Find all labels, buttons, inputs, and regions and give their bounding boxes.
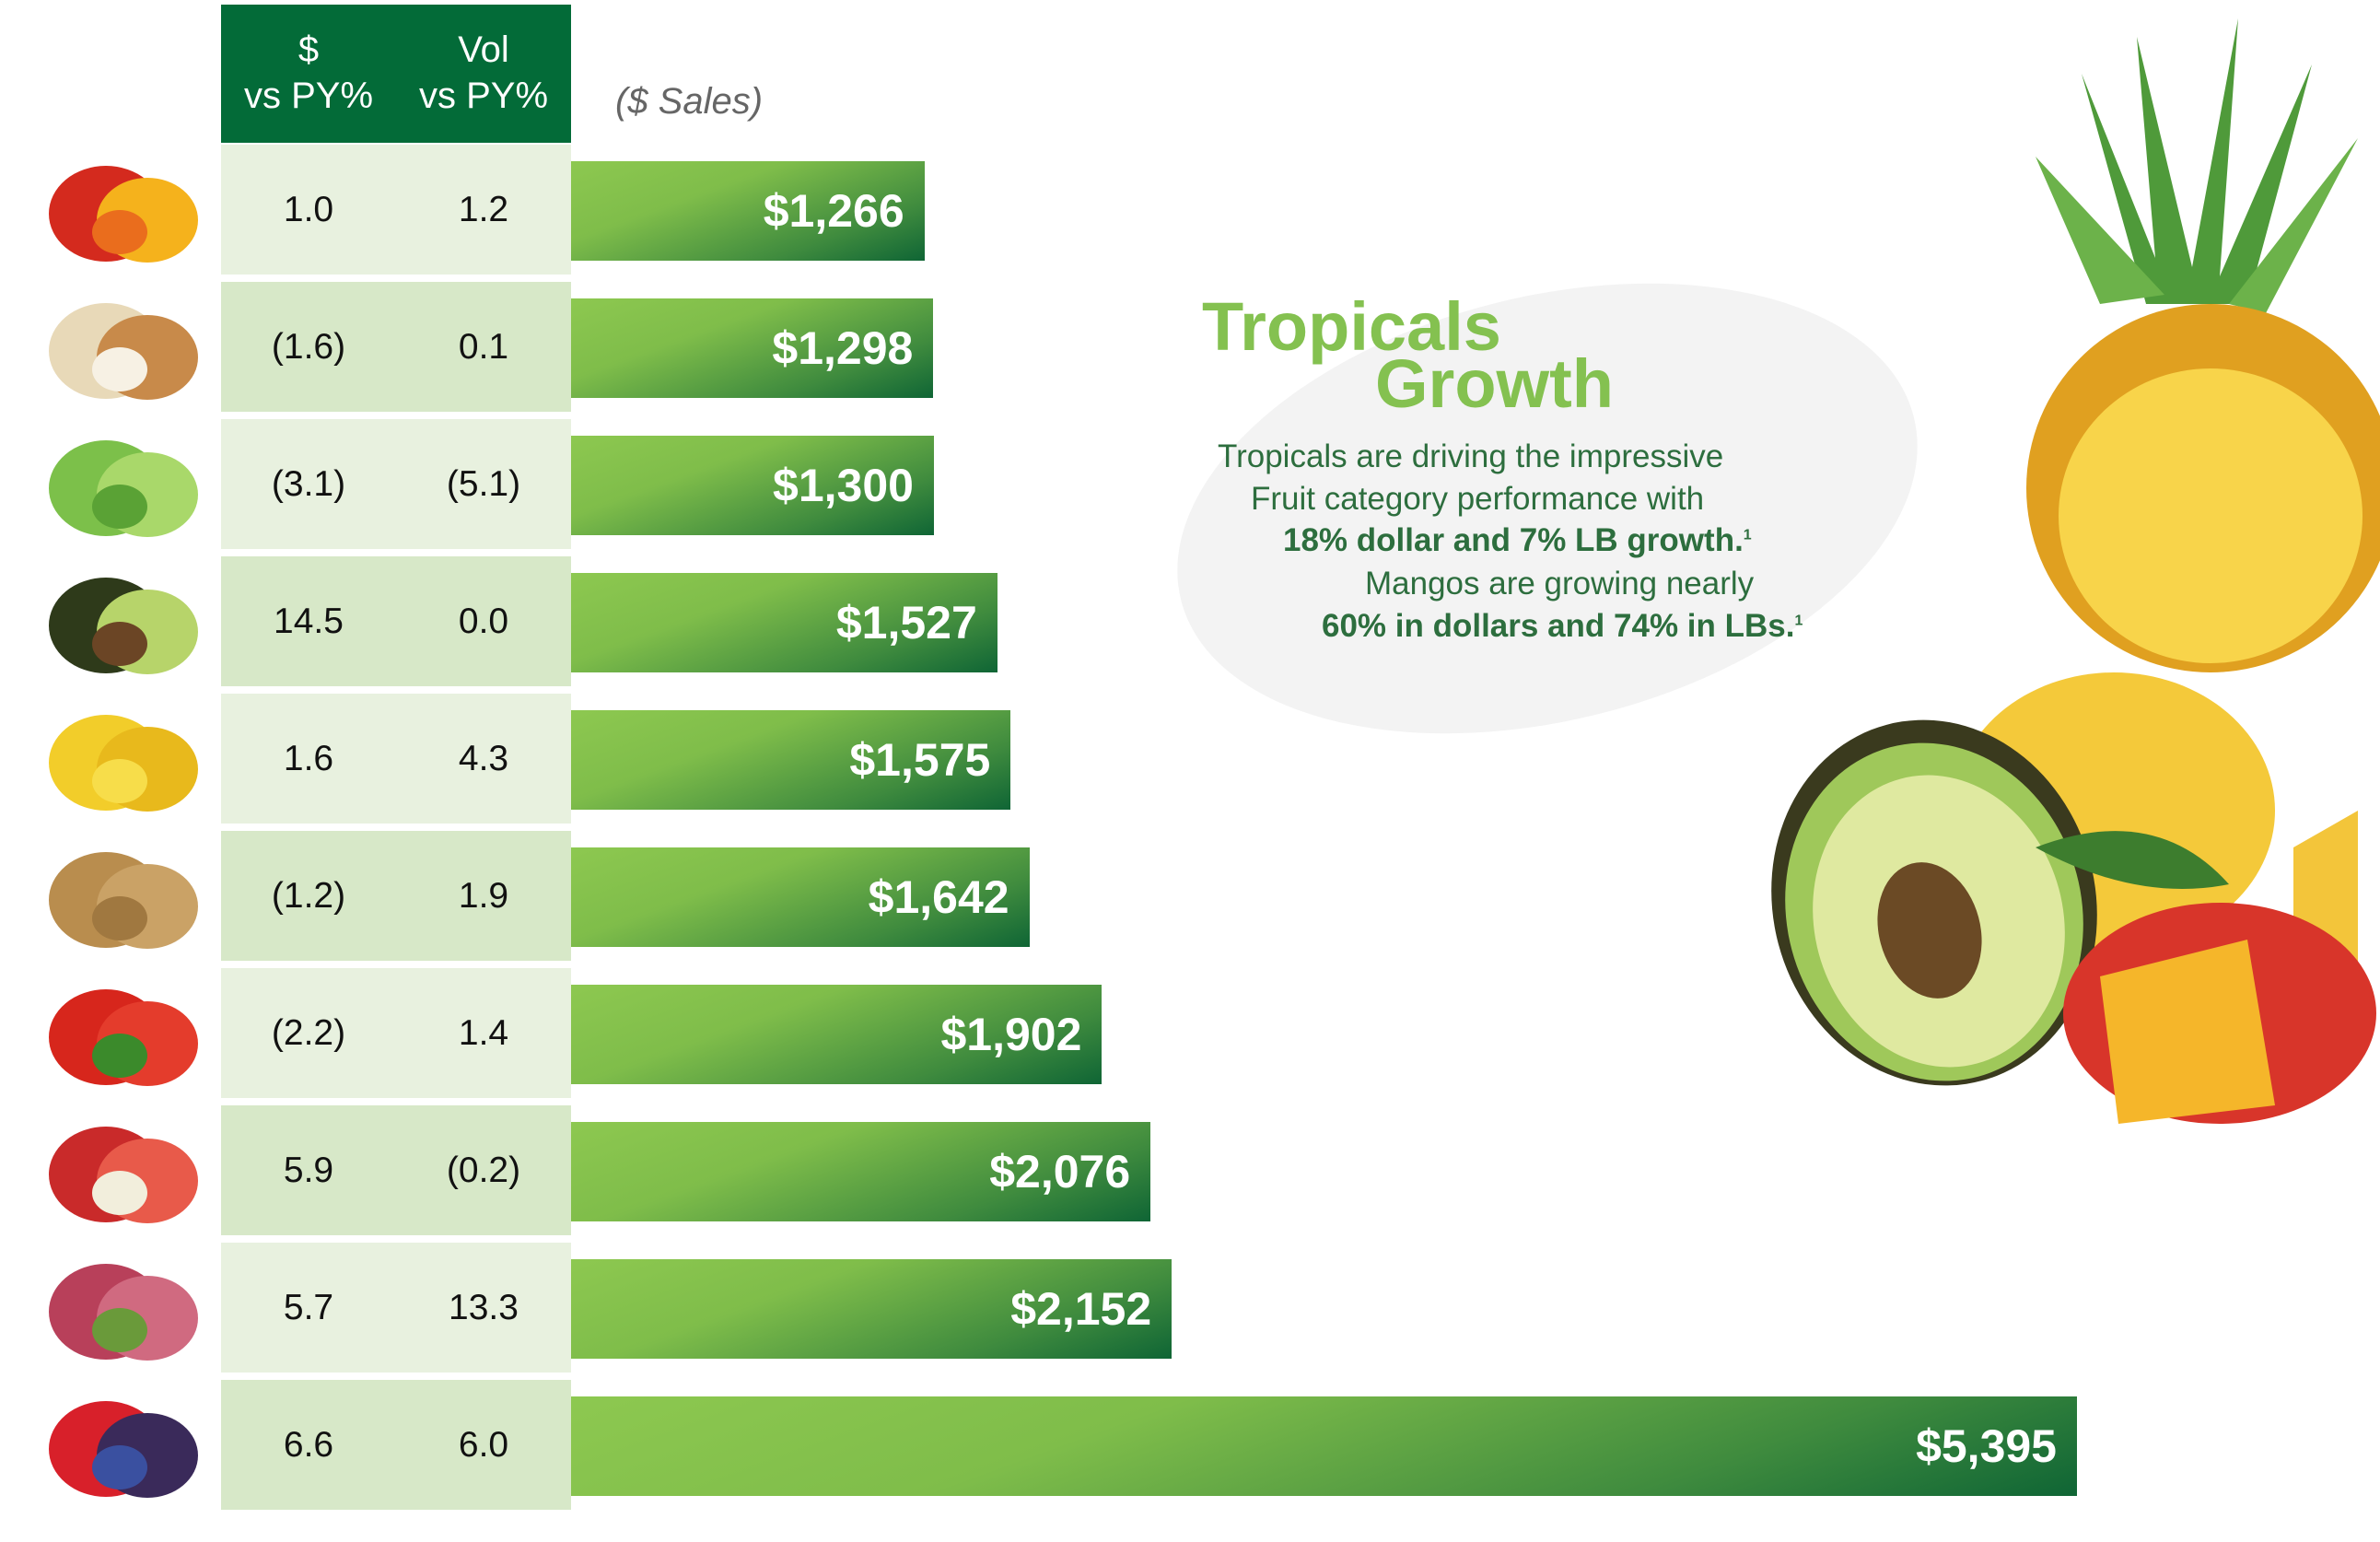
table-row: (1.2) 1.9 — [221, 831, 571, 961]
apple-icon — [49, 1127, 198, 1223]
dollar-vs-py-value: 5.7 — [283, 1288, 334, 1327]
berries-icon — [49, 1401, 198, 1498]
dollar-vs-py-value: (2.2) — [271, 1013, 346, 1053]
sales-bar: $2,076 — [571, 1122, 1151, 1221]
sales-bar-label: $1,266 — [763, 185, 904, 237]
tropical-fruits-image — [1771, 18, 2380, 1124]
dollar-vs-py-value: (1.6) — [271, 327, 346, 367]
table-header: $ vs PY% Vol vs PY% — [221, 5, 571, 143]
table-row: 1.0 1.2 — [221, 145, 571, 275]
header-dollar-line1: $ — [298, 29, 320, 70]
grapes-icon — [49, 1264, 198, 1361]
sales-bar-label: $1,298 — [772, 322, 914, 374]
header-vol-line1: Vol — [458, 29, 509, 70]
callout-line3: 18% dollar and 7% LB growth.1 — [1283, 522, 1752, 559]
callout-line2: Fruit category performance with — [1251, 481, 1705, 517]
sales-bar: $1,642 — [571, 847, 1030, 947]
callout-title-line1: Tropicals — [1202, 288, 1501, 365]
vol-vs-py-value: (5.1) — [446, 464, 521, 504]
table-row: 1.6 4.3 — [221, 694, 571, 824]
table-row: (3.1) (5.1) — [221, 419, 571, 549]
sales-bar-label: $1,642 — [868, 871, 1009, 923]
table-row: 5.9 (0.2) — [221, 1105, 571, 1235]
vol-vs-py-value: 6.0 — [458, 1425, 509, 1465]
dollar-vs-py-value: (1.2) — [271, 876, 346, 916]
sales-bar: $1,266 — [571, 161, 925, 261]
vol-vs-py-value: 1.4 — [458, 1013, 509, 1053]
dollar-vs-py-value: 6.6 — [283, 1425, 334, 1465]
dollar-vs-py-value: 1.6 — [283, 739, 334, 778]
footnote-marker: 1 — [1743, 527, 1752, 543]
header-vol-vs-py: Vol vs PY% — [396, 27, 571, 119]
table-row: (1.6) 0.1 — [221, 282, 571, 412]
tomato-icon — [49, 989, 198, 1086]
peppers-icon — [49, 166, 198, 263]
dollar-vs-py-value: 14.5 — [274, 602, 344, 641]
vol-vs-py-value: 1.2 — [458, 190, 509, 229]
callout-line5-text: 60% in dollars and 74% in LBs. — [1322, 608, 1795, 644]
footnote-marker: 1 — [1794, 613, 1803, 629]
sales-bar: $1,527 — [571, 573, 998, 672]
vol-vs-py-value: 4.3 — [458, 739, 509, 778]
potatoes-icon — [49, 852, 198, 949]
sales-bar-label: $1,527 — [835, 597, 977, 648]
sales-bar: $1,300 — [571, 436, 934, 535]
sales-bar: $2,152 — [571, 1259, 1172, 1359]
callout-line3-text: 18% dollar and 7% LB growth. — [1283, 522, 1744, 558]
leaf-icon — [2036, 831, 2229, 889]
onion-icon — [49, 303, 198, 400]
callout-line1: Tropicals are driving the impressive — [1218, 438, 1724, 474]
sales-bar-label: $2,152 — [1010, 1283, 1152, 1335]
callout-line4: Mangos are growing nearly — [1365, 566, 1755, 602]
header-vol-line2: vs PY% — [418, 76, 549, 116]
table-row: 14.5 0.0 — [221, 556, 571, 686]
lettuce-icon — [49, 440, 198, 537]
header-dollar-vs-py: $ vs PY% — [221, 27, 396, 119]
sales-bar-label: $2,076 — [989, 1146, 1131, 1197]
table-row: 5.7 13.3 — [221, 1243, 571, 1373]
vol-vs-py-value: (0.2) — [446, 1151, 521, 1190]
dollar-vs-py-value: (3.1) — [271, 464, 346, 504]
sales-unit-label: ($ Sales) — [615, 81, 764, 122]
header-dollar-line2: vs PY% — [243, 76, 374, 116]
sales-bar: $1,902 — [571, 985, 1102, 1084]
sales-bar: $1,575 — [571, 710, 1011, 810]
sales-bar-label: $1,575 — [849, 734, 991, 786]
sales-bar-label: $1,300 — [773, 460, 914, 511]
pineapple-crown-icon — [2036, 18, 2358, 313]
vol-vs-py-value: 1.9 — [458, 876, 509, 916]
vol-vs-py-value: 0.0 — [458, 602, 509, 641]
dollar-vs-py-value: 5.9 — [283, 1151, 334, 1190]
table-row: 6.6 6.0 — [221, 1380, 571, 1510]
vol-vs-py-value: 13.3 — [449, 1288, 519, 1327]
sales-bar: $5,395 — [571, 1396, 2077, 1496]
avocado-icon — [49, 578, 198, 674]
table-row: (2.2) 1.4 — [221, 968, 571, 1098]
callout-title-line2: Growth — [1375, 345, 1614, 422]
dollar-vs-py-value: 1.0 — [283, 190, 334, 229]
bananas-icon — [49, 715, 198, 812]
sales-bar-label: $5,395 — [1916, 1420, 2057, 1472]
sales-bar: $1,298 — [571, 298, 934, 398]
sales-bar-label: $1,902 — [940, 1009, 1082, 1060]
vol-vs-py-value: 0.1 — [458, 327, 509, 367]
callout-line5: 60% in dollars and 74% in LBs.1 — [1322, 608, 1802, 645]
